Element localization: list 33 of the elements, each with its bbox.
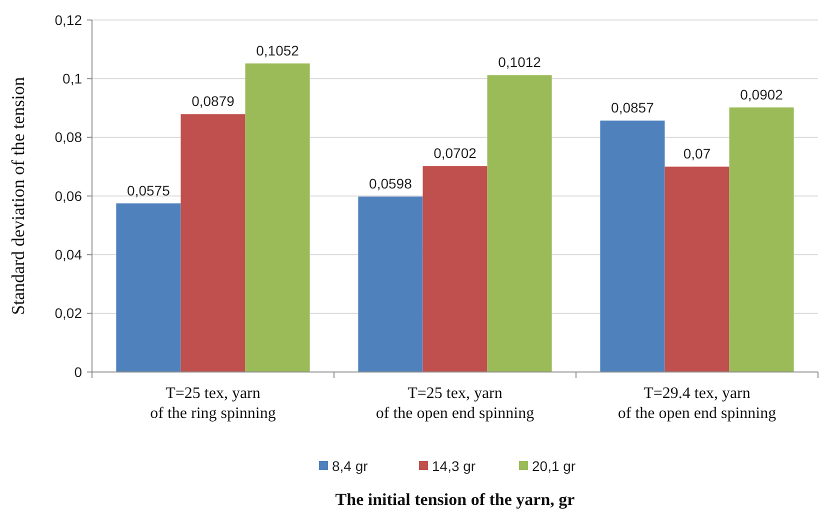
bar <box>729 107 794 372</box>
legend-label: 14,3 gr <box>432 458 476 474</box>
data-label: 0,0598 <box>369 176 412 192</box>
y-axis-title: Standard deviation of the tension <box>8 77 28 315</box>
bar <box>245 63 310 372</box>
data-label: 0,0879 <box>192 93 235 110</box>
data-label: 0,0902 <box>740 86 784 102</box>
legend-label: 8,4 gr <box>332 458 368 474</box>
y-tick-label: 0,12 <box>54 12 82 28</box>
data-label: 0,1012 <box>498 54 542 70</box>
data-label: 0,07 <box>683 146 711 162</box>
y-tick-label: 0,08 <box>54 129 82 146</box>
bar <box>664 166 730 372</box>
bar <box>600 120 665 372</box>
x-axis-title: The initial tension of the yarn, gr <box>335 490 576 509</box>
x-tick-label: T=29.4 tex, yarn of the open end spinning <box>618 385 776 422</box>
bar <box>116 203 181 372</box>
y-tick-label: 0,02 <box>54 305 82 322</box>
y-tick-label: 0,04 <box>54 246 82 263</box>
bar <box>180 114 246 372</box>
bar <box>487 75 552 372</box>
x-tick-label: T=25 tex, yarn of the ring spinning <box>150 385 276 422</box>
y-tick-label: 0 <box>74 364 82 380</box>
y-tick-label: 0,1 <box>62 70 82 87</box>
data-label: 0,1052 <box>256 42 300 58</box>
bar <box>358 196 423 372</box>
legend-label: 20,1 gr <box>532 458 576 474</box>
bar <box>422 166 488 372</box>
data-label: 0,0702 <box>434 145 477 162</box>
y-tick-label: 0,06 <box>54 188 82 204</box>
data-label: 0,0575 <box>127 182 170 198</box>
x-tick-label: T=25 tex, yarn of the open end spinning <box>376 385 534 422</box>
data-label: 0,0857 <box>611 100 654 116</box>
